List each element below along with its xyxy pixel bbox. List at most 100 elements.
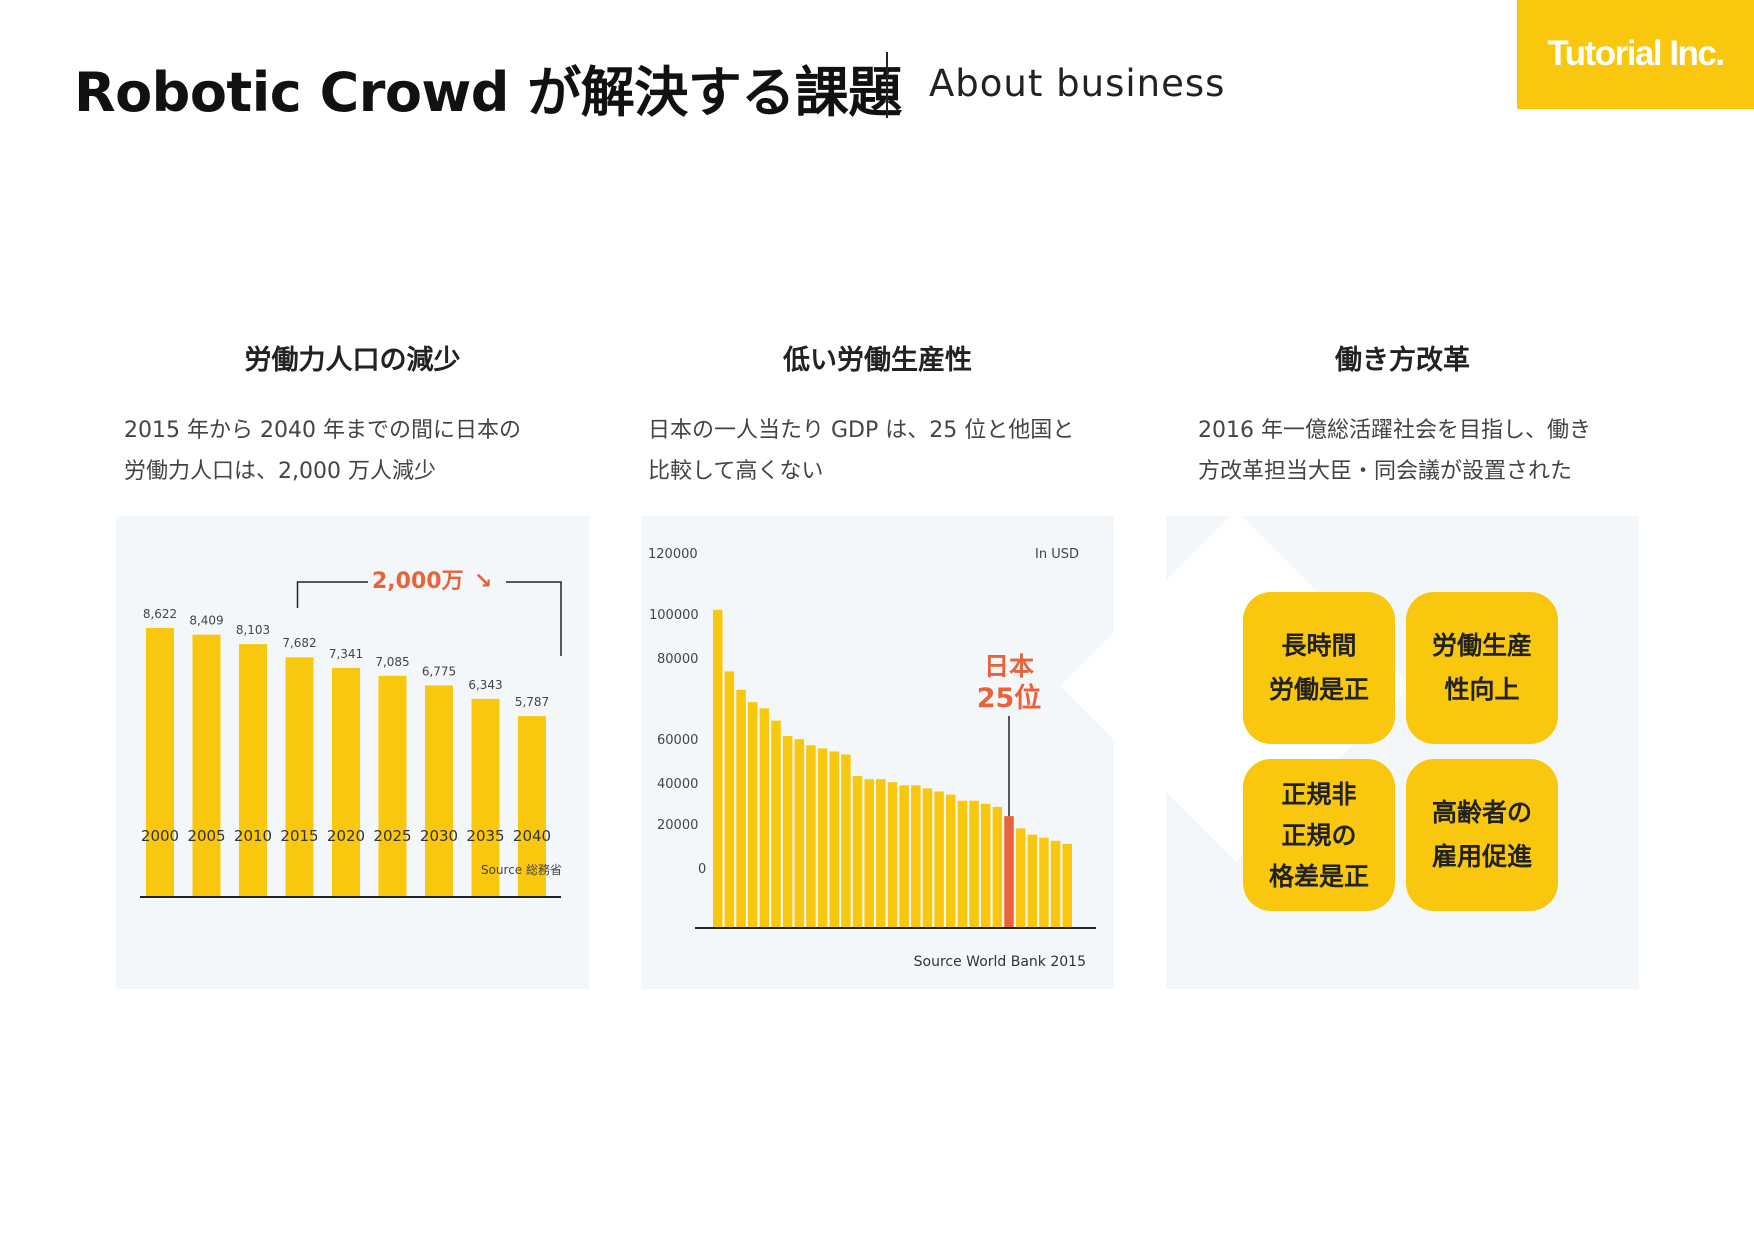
x-tick-label: 2020 bbox=[327, 827, 365, 845]
bracket-right bbox=[506, 581, 562, 656]
y-tick-label: 60000 bbox=[657, 733, 698, 748]
y-tick-label: 120000 bbox=[648, 547, 698, 562]
x-tick-label: 2035 bbox=[466, 827, 504, 845]
quadrant-productivity: 労働生産 性向上 bbox=[1406, 592, 1558, 744]
bar bbox=[1050, 840, 1061, 927]
x-tick-label: 2030 bbox=[420, 827, 458, 845]
bar bbox=[736, 689, 746, 927]
y-tick-label: 80000 bbox=[657, 652, 698, 667]
source-label: Source 総務省 bbox=[481, 863, 562, 877]
data-label: 8,622 bbox=[143, 607, 177, 621]
bar bbox=[1062, 843, 1072, 927]
desc-line: 日本の一人当たり GDP は、25 位と他国と bbox=[648, 418, 1075, 443]
section-desc-workstyle: 2016 年一億総活躍社会を目指し、働き 方改革担当大臣・同会議が設置された bbox=[1198, 410, 1591, 492]
bar bbox=[1027, 834, 1038, 927]
japan-label: 日本 bbox=[984, 652, 1034, 681]
bar bbox=[841, 754, 851, 927]
data-label: 7,085 bbox=[375, 655, 409, 669]
section-title-workstyle: 働き方改革 bbox=[1335, 345, 1470, 376]
bar bbox=[911, 785, 921, 927]
bar bbox=[992, 806, 1003, 927]
bar bbox=[899, 785, 909, 927]
quadrant-senior-employment: 高齢者の 雇用促進 bbox=[1406, 759, 1558, 911]
labor-chart-panel: 8,622 2000 8,409 2005 8,103 2010 7,682 2015 7,34… bbox=[116, 516, 589, 989]
bar bbox=[782, 736, 793, 927]
quadrant-line: 格差是正 bbox=[1268, 861, 1369, 891]
x-tick-label: 2000 bbox=[141, 827, 179, 845]
bar bbox=[829, 751, 839, 927]
bar bbox=[922, 788, 933, 927]
bar bbox=[332, 667, 360, 896]
quadrant-long-hours: 長時間 労働是正 bbox=[1243, 592, 1395, 744]
bar bbox=[239, 644, 267, 896]
data-label: 6,343 bbox=[468, 678, 502, 692]
bar bbox=[876, 779, 886, 927]
bar bbox=[852, 776, 863, 927]
desc-line: 方改革担当大臣・同会議が設置された bbox=[1198, 459, 1573, 484]
title-divider bbox=[886, 52, 888, 118]
quadrant-line: 雇用促進 bbox=[1431, 842, 1532, 871]
bar bbox=[864, 779, 874, 927]
bar bbox=[724, 671, 735, 927]
quadrant-line: 高齢者の bbox=[1431, 798, 1532, 827]
y-tick-label: 100000 bbox=[649, 608, 699, 623]
y-tick-label: 20000 bbox=[657, 818, 698, 833]
bar bbox=[713, 609, 723, 927]
bar bbox=[471, 698, 500, 896]
bar bbox=[946, 794, 956, 927]
y-tick-label: 40000 bbox=[657, 777, 698, 792]
section-title-productivity: 低い労働生産性 bbox=[783, 345, 972, 376]
x-tick-label: 2005 bbox=[187, 827, 225, 845]
bar bbox=[980, 803, 991, 927]
quadrant-line: 正規の bbox=[1281, 820, 1357, 850]
data-label: 5,787 bbox=[515, 695, 549, 709]
quadrant-line: 正規非 bbox=[1281, 779, 1357, 809]
bar bbox=[518, 716, 546, 896]
quadrant-line: 性向上 bbox=[1444, 675, 1520, 704]
bar bbox=[806, 745, 816, 927]
logo-text: Tutorial Inc. bbox=[1547, 34, 1725, 73]
bar bbox=[934, 791, 944, 927]
bar bbox=[378, 675, 407, 896]
gdp-chart: 120000 100000 80000 60000 40000 20000 0 In USD 日… bbox=[648, 547, 1096, 970]
data-label: 7,341 bbox=[329, 647, 363, 661]
bar bbox=[759, 708, 770, 927]
bracket-left bbox=[296, 581, 368, 608]
page-subtitle: About business bbox=[929, 62, 1226, 105]
quadrant-line: 労働是正 bbox=[1268, 675, 1369, 704]
bar-japan bbox=[1004, 816, 1014, 927]
page-title: Robotic Crowd が解決する課題 bbox=[74, 61, 902, 124]
section-desc-productivity: 日本の一人当たり GDP は、25 位と他国と 比較して高くない bbox=[648, 410, 1074, 492]
bar bbox=[957, 800, 968, 927]
bar bbox=[794, 739, 805, 927]
x-tick-label: 2010 bbox=[234, 827, 272, 845]
labor-force-chart: 8,622 2000 8,409 2005 8,103 2010 7,682 2015 7,34… bbox=[140, 569, 562, 898]
data-label: 7,682 bbox=[282, 636, 316, 650]
data-label: 8,409 bbox=[189, 614, 223, 628]
bar bbox=[192, 634, 221, 896]
annotation-label: 2,000万 bbox=[372, 569, 464, 594]
bar bbox=[425, 685, 453, 896]
bar bbox=[817, 748, 828, 927]
bar bbox=[969, 800, 979, 927]
bar bbox=[285, 657, 314, 896]
bar bbox=[146, 628, 174, 896]
data-label: 8,103 bbox=[236, 623, 270, 637]
source-label: Source World Bank 2015 bbox=[914, 954, 1086, 970]
desc-line: 労働力人口は、2,000 万人減少 bbox=[124, 459, 436, 484]
desc-line: 比較して高くない bbox=[648, 459, 824, 484]
logo: Tutorial Inc. bbox=[1517, 0, 1754, 109]
desc-line: 2015 年から 2040 年までの間に日本の bbox=[124, 418, 521, 443]
bar bbox=[887, 782, 898, 927]
quadrant-line: 長時間 bbox=[1281, 631, 1357, 660]
bar bbox=[771, 720, 781, 927]
x-tick-label: 2015 bbox=[280, 827, 318, 845]
desc-line: 2016 年一億総活躍社会を目指し、働き bbox=[1198, 418, 1591, 443]
quadrant-regular-gap: 正規非 正規の 格差是正 bbox=[1243, 759, 1395, 911]
y-tick-label: 0 bbox=[698, 862, 706, 877]
quadrant-line: 労働生産 bbox=[1431, 631, 1532, 660]
data-label: 6,775 bbox=[422, 664, 456, 678]
section-title-labor: 労働力人口の減少 bbox=[244, 345, 461, 376]
bar bbox=[1039, 837, 1049, 927]
unit-label: In USD bbox=[1035, 547, 1079, 562]
